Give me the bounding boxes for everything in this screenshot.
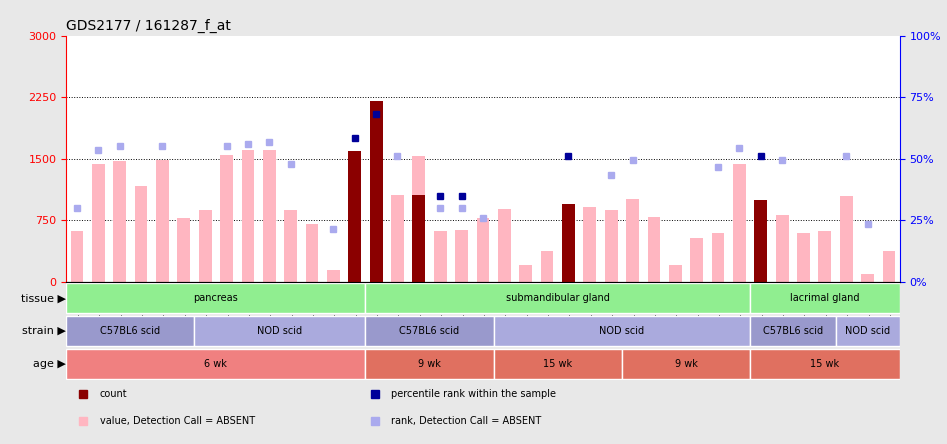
Text: percentile rank within the sample: percentile rank within the sample — [391, 389, 556, 399]
Bar — [626, 199, 639, 282]
Text: lacrimal gland: lacrimal gland — [790, 293, 860, 303]
Bar — [541, 251, 553, 282]
FancyBboxPatch shape — [750, 349, 900, 379]
Bar — [861, 274, 874, 282]
Bar — [818, 231, 831, 282]
Bar — [519, 266, 532, 282]
Bar — [690, 238, 703, 282]
Bar — [263, 151, 276, 282]
FancyBboxPatch shape — [66, 316, 194, 346]
Text: GDS2177 / 161287_f_at: GDS2177 / 161287_f_at — [66, 19, 231, 33]
Bar — [284, 210, 297, 282]
Bar — [241, 151, 255, 282]
Bar — [434, 231, 447, 282]
Bar — [755, 200, 767, 282]
FancyBboxPatch shape — [622, 349, 750, 379]
FancyBboxPatch shape — [750, 316, 835, 346]
Text: 15 wk: 15 wk — [544, 359, 572, 369]
Bar — [583, 207, 597, 282]
Text: NOD scid: NOD scid — [599, 326, 644, 336]
Bar — [134, 186, 148, 282]
Bar — [369, 101, 383, 282]
FancyBboxPatch shape — [66, 349, 366, 379]
Text: pancreas: pancreas — [193, 293, 239, 303]
Bar — [114, 161, 126, 282]
Text: 9 wk: 9 wk — [419, 359, 441, 369]
FancyBboxPatch shape — [194, 316, 366, 346]
FancyBboxPatch shape — [366, 316, 493, 346]
Bar — [562, 204, 575, 282]
FancyBboxPatch shape — [750, 283, 900, 313]
Bar — [348, 151, 361, 282]
Bar — [92, 164, 105, 282]
Text: count: count — [99, 389, 127, 399]
Text: strain ▶: strain ▶ — [23, 326, 66, 336]
Text: rank, Detection Call = ABSENT: rank, Detection Call = ABSENT — [391, 416, 542, 426]
Bar — [156, 160, 169, 282]
Bar — [733, 164, 746, 282]
Bar — [413, 195, 425, 282]
Text: NOD scid: NOD scid — [845, 326, 890, 336]
Text: C57BL6 scid: C57BL6 scid — [762, 326, 823, 336]
FancyBboxPatch shape — [493, 349, 622, 379]
Text: value, Detection Call = ABSENT: value, Detection Call = ABSENT — [99, 416, 255, 426]
Bar — [711, 234, 724, 282]
Text: 6 wk: 6 wk — [205, 359, 227, 369]
Bar — [456, 230, 468, 282]
Text: age ▶: age ▶ — [33, 359, 66, 369]
Bar — [413, 156, 425, 282]
Bar — [199, 210, 211, 282]
Bar — [797, 233, 810, 282]
Bar — [776, 214, 789, 282]
Bar — [498, 209, 510, 282]
Text: submandibular gland: submandibular gland — [506, 293, 610, 303]
Bar — [648, 217, 660, 282]
Bar — [476, 218, 490, 282]
FancyBboxPatch shape — [366, 349, 493, 379]
Bar — [71, 231, 83, 282]
Text: 15 wk: 15 wk — [811, 359, 839, 369]
Bar — [883, 251, 895, 282]
Bar — [562, 204, 575, 282]
Bar — [605, 210, 617, 282]
Bar — [755, 200, 767, 282]
Bar — [220, 155, 233, 282]
Bar — [348, 151, 361, 282]
Text: 9 wk: 9 wk — [674, 359, 697, 369]
Bar — [391, 195, 404, 282]
Text: NOD scid: NOD scid — [258, 326, 302, 336]
Bar — [327, 270, 340, 282]
FancyBboxPatch shape — [66, 283, 366, 313]
Text: tissue ▶: tissue ▶ — [21, 293, 66, 303]
Bar — [669, 266, 682, 282]
Text: C57BL6 scid: C57BL6 scid — [100, 326, 160, 336]
Bar — [840, 196, 852, 282]
Bar — [306, 224, 318, 282]
FancyBboxPatch shape — [366, 283, 750, 313]
Text: C57BL6 scid: C57BL6 scid — [400, 326, 459, 336]
FancyBboxPatch shape — [493, 316, 750, 346]
Bar — [177, 218, 190, 282]
Bar — [369, 101, 383, 282]
FancyBboxPatch shape — [835, 316, 900, 346]
